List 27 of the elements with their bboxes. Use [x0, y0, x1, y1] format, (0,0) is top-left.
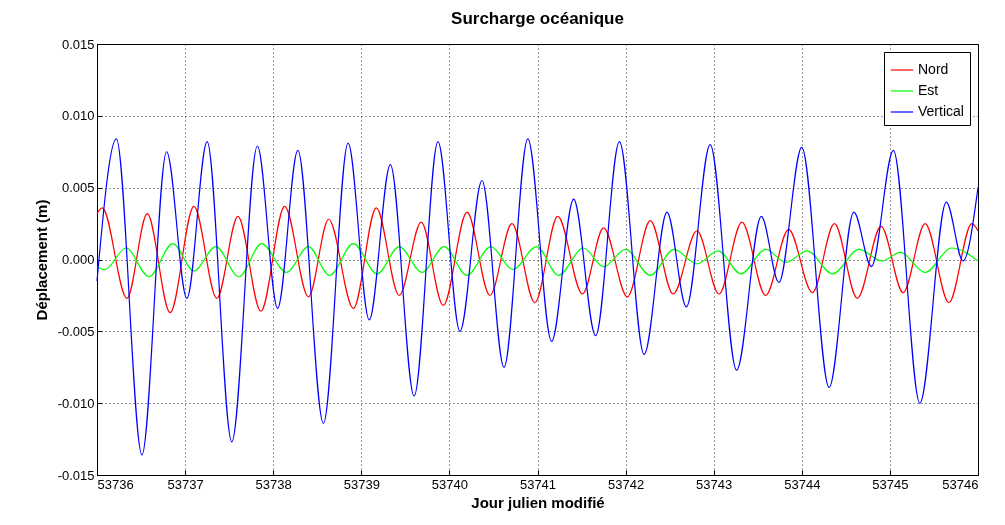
y-tick-label: -0.005 — [57, 323, 95, 339]
legend-label: Est — [918, 82, 939, 98]
line-series — [96, 243, 979, 278]
x-tick-label: 53746 — [942, 476, 979, 492]
legend-label: Nord — [918, 61, 949, 77]
legend-label: Vertical — [918, 103, 964, 119]
x-tick-label: 53742 — [608, 476, 645, 492]
x-tick-label: 53741 — [519, 476, 557, 492]
x-tick-label: 53737 — [167, 476, 204, 492]
y-axis-title: Déplacement (m) — [32, 199, 50, 321]
y-tick-label: 0.010 — [61, 108, 95, 124]
chart-title: Surcharge océanique — [451, 9, 624, 28]
y-tick-label: 0.000 — [61, 252, 95, 267]
x-tick-label: 53740 — [431, 476, 468, 492]
line-series — [96, 138, 979, 456]
x-axis-title: Jour julien modifié — [471, 493, 605, 511]
x-tick-label: 53736 — [97, 476, 134, 492]
x-tick-label: 53744 — [784, 476, 821, 492]
y-tick-label: -0.010 — [57, 395, 95, 411]
x-tick-label: 53745 — [872, 476, 909, 492]
y-tick-label: -0.015 — [57, 467, 95, 483]
y-tick-label: 0.015 — [61, 36, 95, 52]
x-tick-label: 53743 — [696, 476, 733, 492]
y-tick-label: 0.005 — [61, 180, 95, 196]
x-tick-label: 53739 — [343, 476, 380, 492]
line-series — [96, 205, 979, 314]
x-tick-label: 53738 — [255, 476, 292, 492]
